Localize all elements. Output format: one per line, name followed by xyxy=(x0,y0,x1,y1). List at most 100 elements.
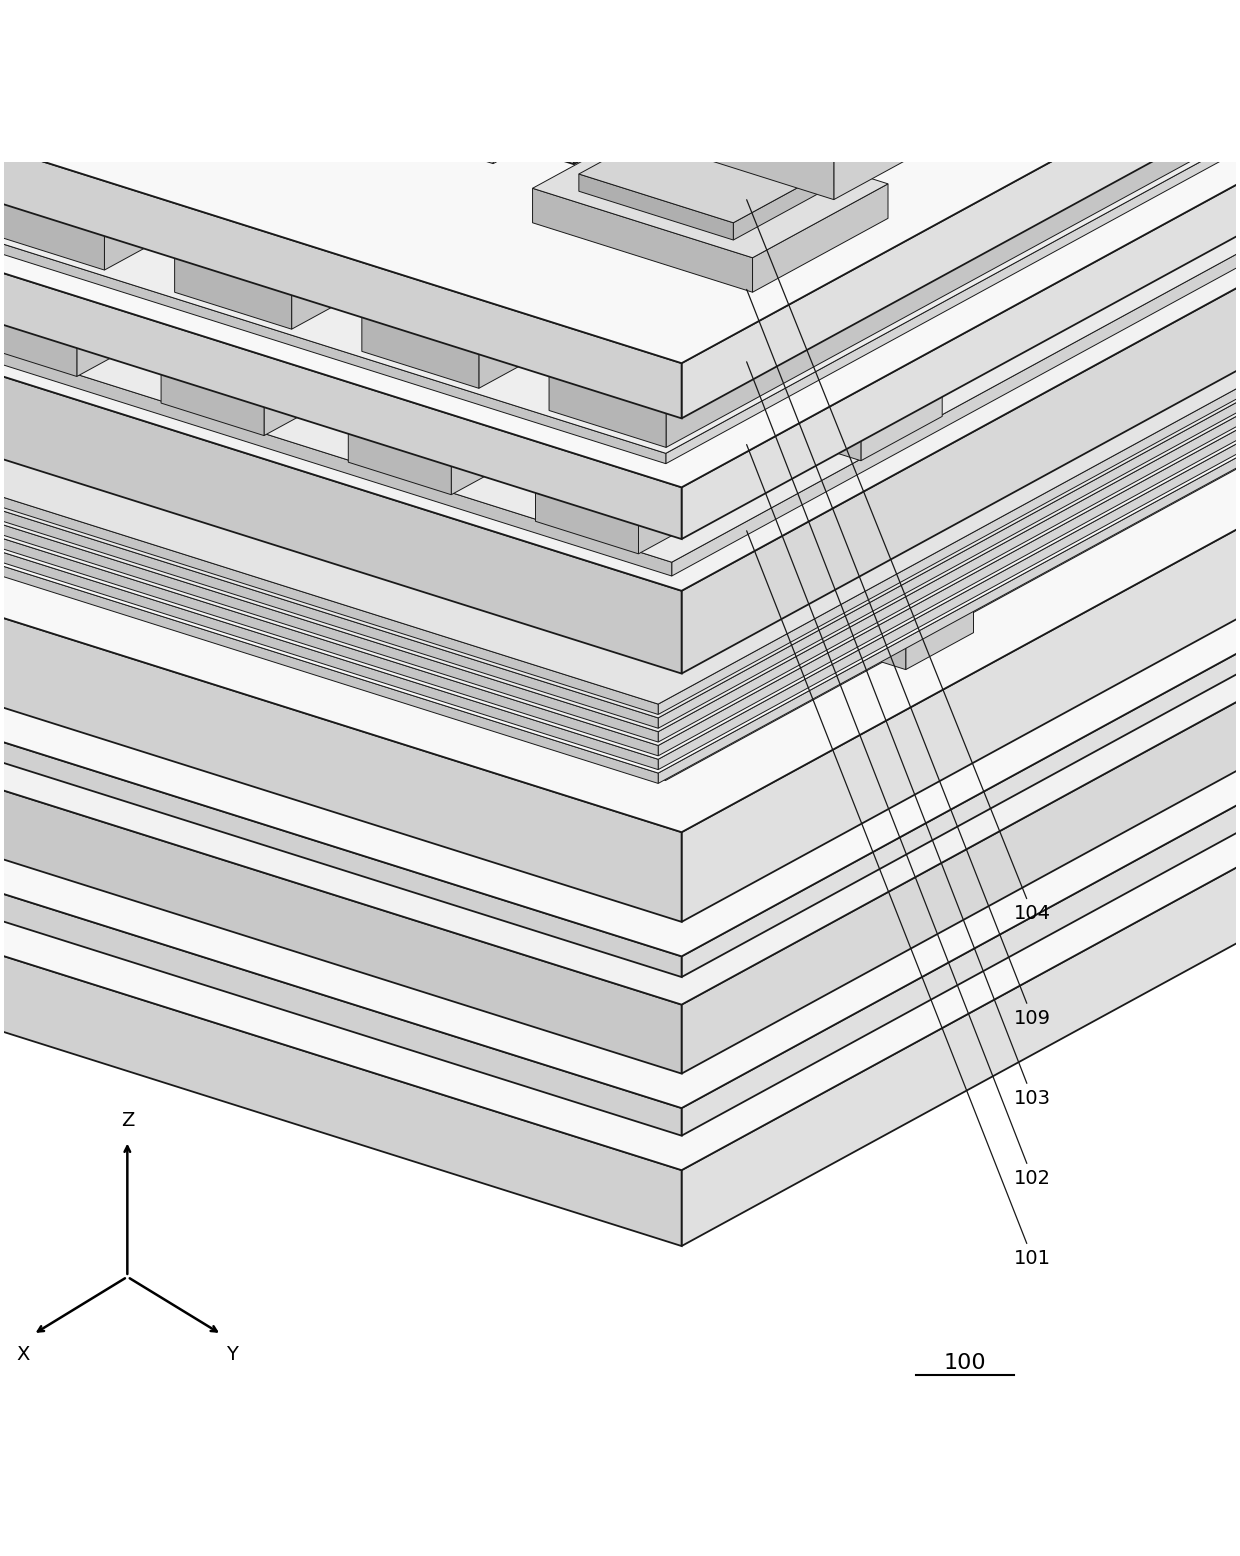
Polygon shape xyxy=(0,475,658,714)
Polygon shape xyxy=(0,241,666,464)
Polygon shape xyxy=(299,0,734,22)
Polygon shape xyxy=(737,0,859,31)
Polygon shape xyxy=(0,720,682,977)
Text: 102: 102 xyxy=(746,445,1052,1187)
Polygon shape xyxy=(92,0,1240,129)
Polygon shape xyxy=(658,0,1240,742)
Polygon shape xyxy=(620,0,1240,193)
Polygon shape xyxy=(666,0,1240,781)
Polygon shape xyxy=(693,823,828,938)
Polygon shape xyxy=(579,174,733,240)
Polygon shape xyxy=(1064,0,1240,185)
Polygon shape xyxy=(0,185,104,271)
Polygon shape xyxy=(635,40,822,148)
Polygon shape xyxy=(0,126,682,419)
Polygon shape xyxy=(362,303,479,389)
Polygon shape xyxy=(997,51,1132,159)
Polygon shape xyxy=(0,489,658,728)
Polygon shape xyxy=(658,0,1240,783)
Polygon shape xyxy=(951,157,1240,437)
Polygon shape xyxy=(0,0,1240,705)
Polygon shape xyxy=(1018,644,1180,761)
Polygon shape xyxy=(0,769,682,1074)
Polygon shape xyxy=(451,0,1240,495)
Polygon shape xyxy=(250,422,905,669)
Polygon shape xyxy=(187,216,861,461)
Polygon shape xyxy=(161,352,264,436)
Polygon shape xyxy=(97,871,734,1094)
Polygon shape xyxy=(682,221,1240,1136)
Polygon shape xyxy=(0,0,1240,731)
Polygon shape xyxy=(104,0,1240,271)
Polygon shape xyxy=(905,591,973,669)
Polygon shape xyxy=(0,934,682,1246)
Polygon shape xyxy=(0,355,682,674)
Text: 109: 109 xyxy=(746,289,1052,1027)
Polygon shape xyxy=(362,0,1240,341)
Polygon shape xyxy=(471,0,727,39)
Polygon shape xyxy=(92,0,574,163)
Polygon shape xyxy=(590,0,983,124)
Polygon shape xyxy=(549,0,1240,400)
Polygon shape xyxy=(89,557,174,626)
Polygon shape xyxy=(0,0,1240,363)
Polygon shape xyxy=(0,0,1240,717)
Polygon shape xyxy=(0,531,658,770)
Polygon shape xyxy=(254,0,1240,635)
Polygon shape xyxy=(151,0,615,129)
Polygon shape xyxy=(822,0,1078,90)
Polygon shape xyxy=(250,384,973,629)
Polygon shape xyxy=(139,689,746,909)
Polygon shape xyxy=(732,0,1128,76)
Polygon shape xyxy=(1053,0,1158,22)
Text: 103: 103 xyxy=(746,363,1052,1108)
Polygon shape xyxy=(635,0,928,100)
Polygon shape xyxy=(579,120,833,223)
Polygon shape xyxy=(409,453,1180,733)
Polygon shape xyxy=(977,36,1078,107)
Polygon shape xyxy=(822,42,928,148)
Polygon shape xyxy=(682,0,1240,538)
Text: 104: 104 xyxy=(746,199,1052,923)
Polygon shape xyxy=(0,871,682,1136)
Polygon shape xyxy=(0,503,658,742)
Polygon shape xyxy=(620,0,1240,224)
Polygon shape xyxy=(0,0,1240,957)
Polygon shape xyxy=(682,0,1240,921)
Polygon shape xyxy=(666,0,1240,464)
Polygon shape xyxy=(536,0,1240,503)
Polygon shape xyxy=(532,115,888,258)
Polygon shape xyxy=(822,40,977,107)
Polygon shape xyxy=(776,0,1132,124)
Polygon shape xyxy=(0,596,682,921)
Polygon shape xyxy=(682,0,1240,674)
Polygon shape xyxy=(590,47,833,199)
Polygon shape xyxy=(574,0,1240,163)
Polygon shape xyxy=(139,601,909,881)
Polygon shape xyxy=(0,0,1240,591)
Polygon shape xyxy=(502,0,1240,728)
Polygon shape xyxy=(97,103,1240,1072)
Polygon shape xyxy=(666,0,1240,448)
Polygon shape xyxy=(732,2,966,110)
Polygon shape xyxy=(1223,98,1240,317)
Text: Y: Y xyxy=(226,1344,238,1365)
Polygon shape xyxy=(861,386,942,461)
Polygon shape xyxy=(1223,9,1240,289)
Polygon shape xyxy=(471,0,658,59)
Polygon shape xyxy=(409,541,1018,761)
Polygon shape xyxy=(89,0,1240,584)
Polygon shape xyxy=(0,0,1240,832)
Polygon shape xyxy=(175,244,291,330)
Polygon shape xyxy=(291,0,1240,330)
Polygon shape xyxy=(734,303,1240,1094)
Polygon shape xyxy=(658,0,1240,756)
Polygon shape xyxy=(479,0,1240,389)
Polygon shape xyxy=(658,2,727,59)
Polygon shape xyxy=(0,0,1240,773)
Polygon shape xyxy=(951,246,1240,465)
Polygon shape xyxy=(966,0,1128,110)
Polygon shape xyxy=(734,0,870,22)
Polygon shape xyxy=(348,411,451,495)
Polygon shape xyxy=(0,47,1240,1170)
